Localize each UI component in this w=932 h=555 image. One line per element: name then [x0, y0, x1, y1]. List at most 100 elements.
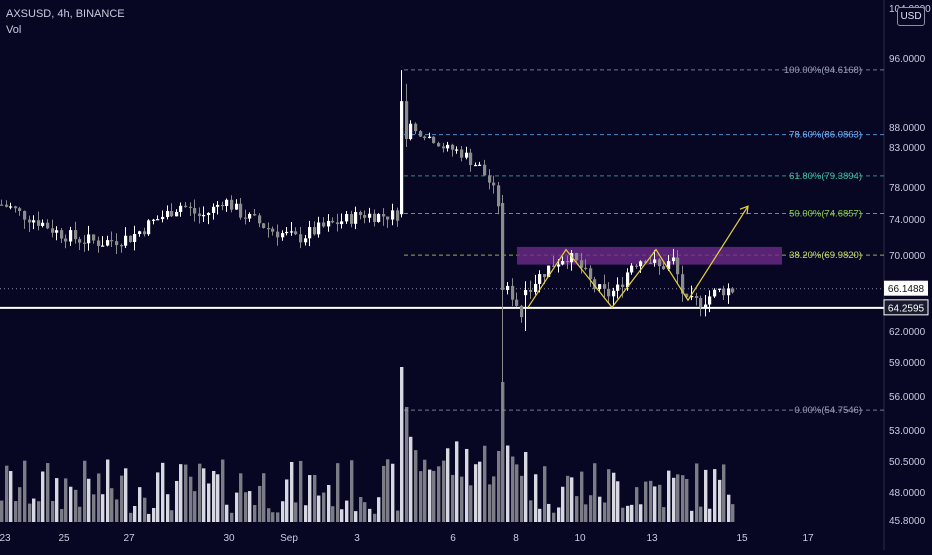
volume-bar	[184, 464, 188, 522]
candle-body	[313, 227, 317, 235]
volume-bar	[308, 475, 312, 522]
candle-body	[511, 285, 515, 300]
volume-bar	[649, 480, 653, 522]
volume-bar	[41, 471, 45, 522]
price-tick-label: 62.0000	[889, 327, 926, 338]
time-axis[interactable]: 23 25 27 30 Sep 3 6 8 10 13 15 17	[0, 533, 814, 544]
candle-body	[138, 231, 142, 235]
candle-body	[83, 242, 87, 244]
candle-body	[285, 231, 289, 234]
volume-bar	[672, 477, 676, 522]
candle-body	[515, 299, 519, 306]
candle-body	[690, 296, 694, 298]
candle-body	[87, 234, 91, 244]
volume-bar	[317, 495, 321, 522]
time-tick-label: 27	[123, 533, 135, 544]
candle-body	[621, 284, 625, 288]
volume-bar	[304, 505, 308, 522]
candle-body	[580, 260, 584, 268]
candle-body	[14, 206, 18, 209]
candle-body	[400, 101, 404, 215]
volume-bar	[74, 489, 78, 522]
candle-body	[0, 204, 4, 206]
volume-bar	[483, 445, 487, 522]
candle-body	[423, 136, 427, 139]
resistance-zone[interactable]	[517, 246, 782, 265]
candle-body	[653, 259, 657, 263]
volume-bar	[589, 495, 593, 522]
volume-bar	[313, 475, 317, 522]
volume-bar	[115, 499, 119, 522]
candle-body	[78, 239, 82, 243]
volume-bar	[575, 496, 579, 522]
candle-body	[216, 204, 220, 207]
candle-body	[152, 219, 156, 221]
candle-body	[235, 203, 239, 210]
volume-bar	[460, 476, 464, 522]
volume-bar	[207, 483, 211, 522]
volume-bar	[239, 473, 243, 522]
candle-body	[41, 222, 45, 226]
candle-body	[290, 231, 294, 233]
volume-bar	[478, 461, 482, 522]
candle-body	[18, 208, 22, 211]
volume-bar	[386, 459, 390, 522]
candle-body	[377, 214, 381, 222]
volume-bar	[497, 451, 501, 522]
candle-body	[115, 241, 119, 246]
price-badge-text: 64.2595	[888, 303, 925, 314]
candle-body	[225, 199, 229, 206]
candle-body	[170, 211, 174, 217]
volume-bar	[437, 466, 441, 522]
candle-body	[409, 123, 413, 139]
volume-bar	[78, 506, 82, 522]
fib-level-label: 50.00%(74.6857)	[789, 209, 862, 220]
time-tick-label: 13	[646, 533, 658, 544]
price-tick-label: 50.5000	[889, 457, 926, 468]
currency-button[interactable]: USD	[897, 7, 925, 26]
volume-bar	[685, 478, 689, 522]
candle-body	[446, 144, 450, 149]
candle-body	[359, 212, 363, 216]
candle-body	[543, 274, 547, 277]
volume-bar	[626, 505, 630, 522]
volume-bar	[133, 505, 137, 522]
projection-pattern-path[interactable]	[527, 205, 749, 309]
volume-bar	[18, 487, 22, 522]
price-tick-label: 74.0000	[889, 215, 926, 226]
candle-body	[566, 261, 570, 263]
candle-body	[552, 265, 556, 267]
volume-bar	[373, 513, 377, 522]
volume-bar	[718, 479, 722, 522]
candle-body	[184, 205, 188, 207]
volume-bar	[359, 497, 363, 522]
volume-bar	[708, 508, 712, 522]
volume-bar	[110, 488, 114, 522]
candle-body	[336, 222, 340, 225]
candle-body	[713, 289, 717, 297]
volume-bar	[695, 463, 699, 522]
price-tick-label: 78.0000	[889, 183, 926, 194]
volume-bar	[101, 494, 105, 522]
candle-body	[584, 267, 588, 270]
volume-bar	[336, 463, 340, 522]
time-tick-label: 10	[574, 533, 586, 544]
volume-bar	[120, 475, 124, 522]
fibonacci-retracement[interactable]: 100.00%(94.6168) 78.60%(86.0863) 61.80%(79…	[404, 65, 884, 416]
volume-bar	[0, 500, 4, 522]
candle-body	[396, 210, 400, 221]
volume-bar	[681, 475, 685, 522]
volume-bar	[64, 478, 68, 522]
volume-bar	[662, 507, 666, 522]
time-tick-label: 23	[0, 533, 11, 544]
volume-bar	[612, 472, 616, 522]
volume-bar	[138, 487, 142, 522]
candle-body	[414, 123, 418, 132]
volume-bar	[37, 501, 41, 522]
candle-body	[667, 261, 671, 270]
time-tick-label: 15	[736, 533, 748, 544]
candle-body	[147, 220, 151, 235]
candle-body	[704, 304, 708, 308]
